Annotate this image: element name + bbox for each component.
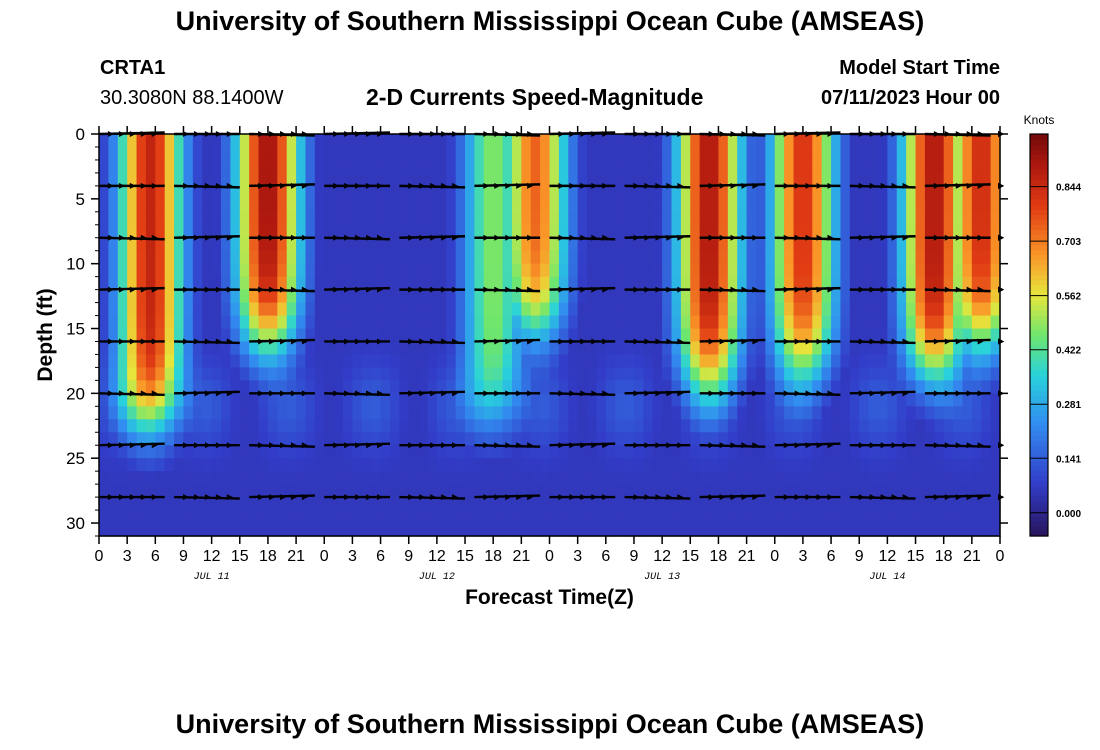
x-tick-label: 21 xyxy=(738,548,756,565)
x-tick-label: 3 xyxy=(573,548,582,565)
colorbar-tick-label: 0.422 xyxy=(1056,346,1081,357)
x-tick-label: 6 xyxy=(376,548,385,565)
x-tick-label: 15 xyxy=(231,548,249,565)
x-tick-label: 15 xyxy=(907,548,925,565)
colorbar-label: Knots xyxy=(1024,113,1055,127)
x-tick-label: 0 xyxy=(996,548,1005,565)
x-tick-label: 21 xyxy=(287,548,305,565)
x-tick-label: 15 xyxy=(681,548,699,565)
x-tick-label: 0 xyxy=(770,548,779,565)
y-tick-label: 25 xyxy=(66,449,85,468)
colorbar-tick-label: 0.844 xyxy=(1056,183,1081,194)
colorbar xyxy=(1030,134,1048,537)
y-tick-label: 30 xyxy=(66,514,85,533)
model-start-time: 07/11/2023 Hour 00 xyxy=(820,87,1000,109)
day-label: JUL 14 xyxy=(869,572,905,583)
colorbar-tick-label: 0.281 xyxy=(1056,400,1081,411)
chart-title: University of Southern Mississippi Ocean… xyxy=(175,6,925,36)
x-tick-label: 9 xyxy=(630,548,639,565)
footer-title: University of Southern Mississippi Ocean… xyxy=(175,709,925,739)
day-label: JUL 12 xyxy=(419,572,455,583)
chart-subtitle: 2-D Currents Speed-Magnitude xyxy=(366,84,704,110)
y-tick-label: 5 xyxy=(76,190,85,209)
x-tick-label: 0 xyxy=(95,548,104,565)
x-tick-label: 21 xyxy=(963,548,981,565)
x-tick-label: 0 xyxy=(545,548,554,565)
x-tick-label: 12 xyxy=(653,548,671,565)
x-tick-label: 12 xyxy=(203,548,221,565)
x-tick-label: 12 xyxy=(878,548,896,565)
x-tick-label: 18 xyxy=(935,548,953,565)
x-tick-label: 3 xyxy=(798,548,807,565)
day-label: JUL 13 xyxy=(644,572,680,583)
station-coords: 30.3080N 88.1400W xyxy=(100,87,284,109)
x-tick-label: 6 xyxy=(827,548,836,565)
x-tick-label: 12 xyxy=(428,548,446,565)
x-tick-label: 18 xyxy=(710,548,728,565)
x-tick-label: 9 xyxy=(404,548,413,565)
colorbar-tick-label: 0.141 xyxy=(1056,454,1081,465)
colorbar-tick-label: 0.703 xyxy=(1056,237,1081,248)
colorbar-tick-label: 0.562 xyxy=(1056,292,1081,303)
y-tick-label: 10 xyxy=(66,255,85,274)
x-tick-label: 6 xyxy=(601,548,610,565)
x-tick-label: 9 xyxy=(855,548,864,565)
model-start-label: Model Start Time xyxy=(839,57,1000,79)
speed-heatmap xyxy=(99,134,1001,537)
y-axis-title: Depth (ft) xyxy=(34,288,57,381)
station-id: CRTA1 xyxy=(100,57,166,79)
x-tick-label: 18 xyxy=(259,548,277,565)
x-tick-label: 0 xyxy=(320,548,329,565)
x-tick-label: 15 xyxy=(456,548,474,565)
x-axis-title: Forecast Time(Z) xyxy=(465,586,634,609)
y-tick-label: 15 xyxy=(66,320,85,339)
x-tick-label: 21 xyxy=(512,548,530,565)
x-tick-label: 9 xyxy=(179,548,188,565)
x-tick-label: 6 xyxy=(151,548,160,565)
x-tick-label: 3 xyxy=(348,548,357,565)
day-label: JUL 11 xyxy=(194,572,230,583)
colorbar-frame xyxy=(1029,133,1049,537)
x-tick-label: 18 xyxy=(484,548,502,565)
y-tick-label: 20 xyxy=(66,384,85,403)
x-tick-label: 3 xyxy=(123,548,132,565)
y-tick-label: 0 xyxy=(76,125,85,144)
colorbar-tick-label: 0.000 xyxy=(1056,509,1081,520)
